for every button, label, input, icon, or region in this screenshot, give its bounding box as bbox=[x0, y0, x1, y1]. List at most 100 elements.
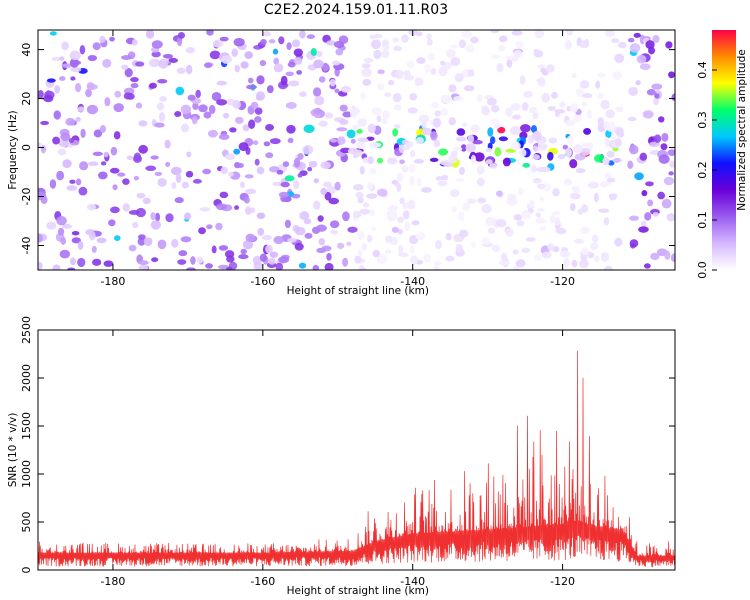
spectrogram-cell bbox=[394, 183, 401, 188]
spectrogram-cell bbox=[135, 61, 145, 67]
spectrogram-cell bbox=[185, 170, 194, 178]
spectrogram-cell bbox=[587, 181, 599, 189]
spectrogram-cell bbox=[468, 198, 477, 204]
spectrogram-cell bbox=[569, 158, 578, 169]
spectrogram-cell bbox=[512, 114, 521, 120]
spectrogram-cell bbox=[151, 257, 159, 263]
spectrogram-cell bbox=[347, 226, 358, 233]
spectrogram-cell bbox=[259, 253, 267, 262]
spectrogram-cell bbox=[467, 69, 475, 77]
spectrogram-cell bbox=[571, 72, 577, 78]
spectrogram-cell bbox=[211, 245, 217, 254]
spectrogram-cell bbox=[361, 243, 367, 251]
spectrogram-cell bbox=[322, 62, 329, 72]
spectrogram-cell bbox=[532, 112, 539, 120]
spectrogram-cell bbox=[46, 78, 56, 83]
spectrogram-cell bbox=[549, 214, 556, 224]
bot-ytick-label: 500 bbox=[20, 512, 33, 533]
spectrogram-cell bbox=[470, 124, 480, 133]
spectrogram-cell bbox=[406, 60, 415, 69]
spectrogram-cell bbox=[402, 210, 410, 220]
spectrogram-cell bbox=[494, 147, 502, 157]
spectrogram-cell bbox=[450, 44, 458, 49]
spectrogram-cell bbox=[268, 258, 276, 265]
spectrogram-cell bbox=[472, 139, 483, 145]
spectrogram-cell bbox=[528, 106, 538, 114]
spectrogram-cell bbox=[137, 237, 146, 246]
spectrogram-cell bbox=[487, 127, 494, 137]
spectrogram-cell bbox=[159, 96, 168, 102]
spectrogram-cell bbox=[657, 191, 666, 200]
spectrogram-cell bbox=[285, 101, 297, 109]
spectrogram-cell bbox=[510, 103, 521, 111]
spectrogram-cell bbox=[519, 75, 526, 85]
spectrogram-cell bbox=[128, 244, 137, 252]
spectrogram-cell bbox=[165, 213, 174, 223]
spectrogram-cell bbox=[57, 227, 65, 236]
spectrogram-cell bbox=[218, 133, 230, 141]
spectrogram-cell bbox=[298, 262, 307, 269]
spectrogram-cell bbox=[87, 161, 99, 167]
spectrogram-cell bbox=[122, 203, 130, 212]
spectrogram-cell bbox=[286, 42, 292, 50]
spectrogram-cell bbox=[109, 167, 120, 174]
spectrogram-cell bbox=[244, 174, 254, 179]
spectrogram-cell bbox=[145, 30, 155, 39]
spectrogram-cell bbox=[74, 83, 82, 93]
spectrogram-cell bbox=[411, 220, 420, 226]
spectrogram-cell bbox=[441, 94, 453, 104]
spectrogram-cell bbox=[405, 141, 414, 148]
spectrogram-cell bbox=[651, 83, 663, 90]
colorbar-tick-label: 0.1 bbox=[696, 211, 709, 229]
spectrogram-cell bbox=[642, 110, 654, 119]
colorbar: 0.0 0.1 0.2 0.3 0.4 Normalized spectral ampli… bbox=[696, 30, 748, 279]
spectrogram-cell bbox=[326, 252, 332, 261]
spectrogram-cell bbox=[481, 204, 492, 214]
bot-ytick-label: 1000 bbox=[20, 460, 33, 488]
spectrogram-cell bbox=[600, 252, 610, 262]
spectrogram-cell bbox=[485, 159, 493, 165]
spectrogram-cell bbox=[219, 36, 229, 42]
spectrogram-cell bbox=[661, 132, 669, 142]
spectrogram-cell bbox=[174, 197, 184, 204]
spectrogram-cell bbox=[537, 64, 546, 69]
spectrogram-cell bbox=[356, 128, 363, 134]
spectrogram-cell bbox=[599, 181, 609, 188]
spectrogram-cell bbox=[204, 62, 213, 69]
spectrogram-cell bbox=[576, 88, 585, 94]
spectrogram-cell bbox=[435, 240, 443, 250]
spectrogram-cell bbox=[162, 53, 174, 59]
spectrogram-cell bbox=[666, 213, 675, 222]
spectrogram-cell bbox=[451, 205, 458, 213]
spectrogram-cell bbox=[158, 58, 169, 69]
spectrogram-cell bbox=[328, 197, 340, 205]
spectrogram-cell bbox=[615, 106, 624, 113]
spectrogram-cell bbox=[410, 149, 416, 158]
spectrogram-cell bbox=[432, 117, 442, 128]
spectrogram-cell bbox=[481, 106, 491, 116]
spectrogram-cell bbox=[398, 244, 404, 254]
spectrogram-cell bbox=[430, 68, 437, 75]
spectrogram-cell bbox=[347, 147, 359, 155]
colorbar-tick-label: 0.2 bbox=[696, 161, 709, 179]
spectrogram-cell bbox=[155, 212, 161, 222]
spectrogram-cell bbox=[40, 144, 47, 154]
spectrogram-cell bbox=[282, 161, 290, 168]
spectrogram-cell bbox=[366, 181, 374, 190]
spectrogram-cell bbox=[209, 50, 221, 60]
spectrogram-cell bbox=[113, 103, 124, 113]
spectrogram-cell bbox=[46, 221, 57, 230]
spectrogram-cell bbox=[40, 120, 49, 126]
spectrogram-cell bbox=[38, 90, 44, 99]
bot-xtick-label: -180 bbox=[100, 575, 125, 588]
spectrogram-cell bbox=[357, 249, 363, 256]
spectrogram-cell bbox=[284, 175, 295, 182]
spectrogram-cell bbox=[293, 157, 301, 168]
spectrogram-cell bbox=[399, 197, 405, 205]
spectrogram-cell bbox=[500, 252, 508, 262]
spectrogram-cell bbox=[614, 237, 623, 247]
spectrogram-cell bbox=[356, 230, 365, 241]
spectrogram-cell bbox=[361, 68, 372, 77]
spectrogram-cell bbox=[667, 149, 675, 157]
spectrogram-cell bbox=[310, 48, 317, 56]
